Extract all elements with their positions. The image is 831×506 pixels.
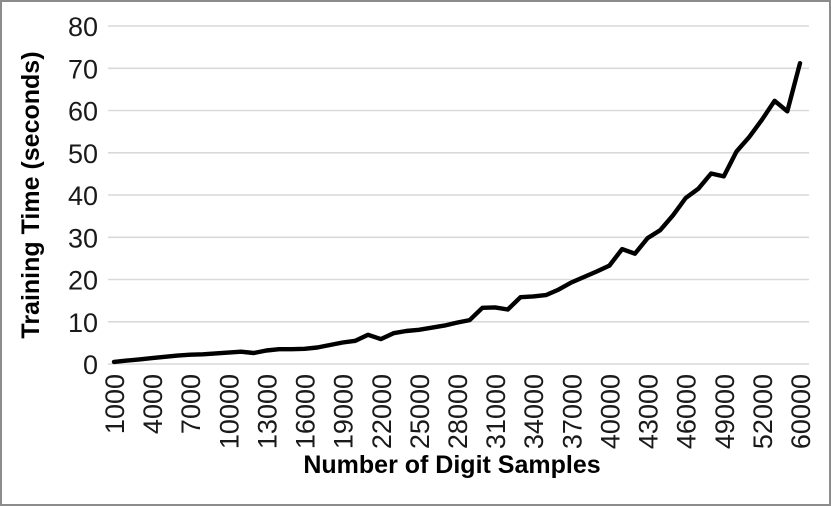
y-axis-title: Training Time (seconds)	[17, 51, 45, 339]
y-tick-label: 60	[68, 97, 98, 127]
x-tick-label: 7000	[176, 374, 206, 434]
x-tick-label: 19000	[329, 374, 359, 449]
y-tick-label: 0	[83, 350, 98, 380]
x-tick-label: 46000	[672, 374, 702, 449]
x-tick-label: 1000	[100, 374, 130, 434]
x-tick-label: 22000	[367, 374, 397, 449]
y-tick-label: 20	[68, 266, 98, 296]
x-tick-label: 16000	[291, 374, 321, 449]
x-tick-label: 25000	[405, 374, 435, 449]
y-tick-label: 30	[68, 223, 98, 253]
x-tick-label: 49000	[710, 374, 740, 449]
x-tick-label: 31000	[481, 374, 511, 449]
x-tick-label: 60000	[786, 374, 816, 449]
x-tick-label: 52000	[748, 374, 778, 449]
y-tick-label: 70	[68, 54, 98, 84]
x-tick-label: 4000	[138, 374, 168, 434]
y-tick-label: 10	[68, 308, 98, 338]
x-tick-label: 13000	[252, 374, 282, 449]
y-tick-label: 50	[68, 139, 98, 169]
x-tick-label: 34000	[519, 374, 549, 449]
data-line-training-time	[111, 61, 803, 365]
y-tick-label: 80	[68, 12, 98, 42]
y-tick-label: 40	[68, 181, 98, 211]
x-tick-label: 43000	[634, 374, 664, 449]
x-tick-label: 37000	[557, 374, 587, 449]
x-tick-label: 28000	[443, 374, 473, 449]
x-axis-title: Number of Digit Samples	[303, 451, 601, 479]
x-tick-label: 10000	[214, 374, 244, 449]
x-tick-label: 40000	[595, 374, 625, 449]
